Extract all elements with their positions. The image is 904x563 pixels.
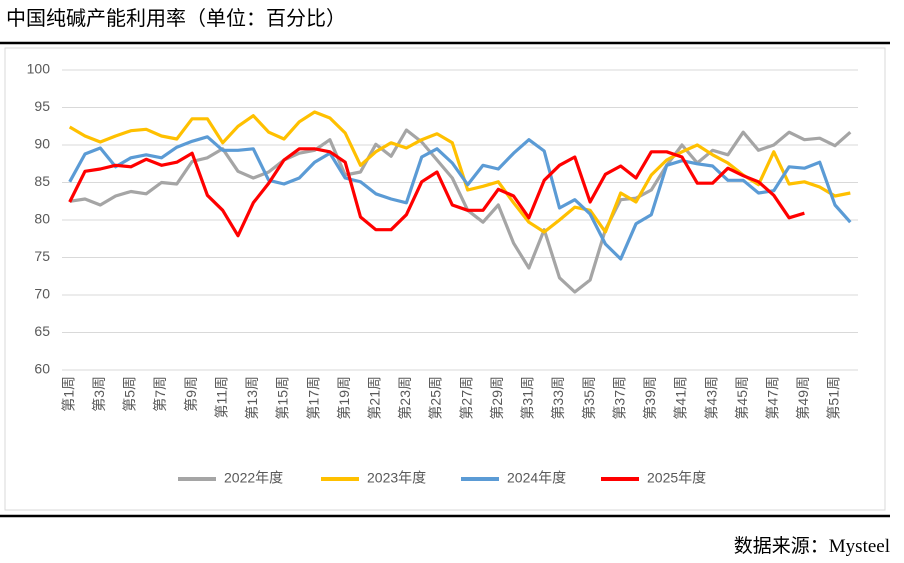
x-tick-label: 第31周 bbox=[520, 376, 536, 420]
x-tick-label: 第33周 bbox=[550, 376, 566, 420]
x-tick-label: 第51周 bbox=[826, 376, 842, 420]
series-line bbox=[68, 147, 805, 238]
x-tick-label: 第35周 bbox=[581, 376, 597, 420]
y-tick-label: 70 bbox=[34, 286, 50, 302]
series-line bbox=[69, 128, 852, 294]
legend-label: 2025年度 bbox=[647, 470, 706, 486]
x-tick-label: 第47周 bbox=[765, 376, 781, 420]
source: 数据来源：Mysteel bbox=[734, 535, 890, 557]
y-tick-label: 95 bbox=[34, 98, 50, 114]
x-tick-label: 第7周 bbox=[152, 376, 168, 412]
x-tick-label: 第45周 bbox=[734, 376, 750, 420]
x-tick-label: 第27周 bbox=[458, 376, 474, 420]
x-tick-label: 第9周 bbox=[183, 376, 199, 412]
x-tick-label: 第1周 bbox=[60, 376, 76, 412]
x-tick-label: 第19周 bbox=[336, 376, 352, 420]
legend-label: 2023年度 bbox=[367, 470, 426, 486]
y-tick-label: 65 bbox=[34, 323, 50, 339]
x-tick-label: 第41周 bbox=[673, 376, 689, 420]
x-tick-label: 第13周 bbox=[244, 376, 260, 420]
x-tick-label: 第21周 bbox=[367, 376, 383, 420]
series-line bbox=[68, 135, 852, 261]
x-tick-label: 第5周 bbox=[122, 376, 138, 412]
series-line bbox=[68, 110, 851, 234]
legend-label: 2022年度 bbox=[224, 470, 283, 486]
y-tick-label: 85 bbox=[34, 173, 50, 189]
x-tick-label: 第39周 bbox=[642, 376, 658, 420]
y-tick-label: 90 bbox=[34, 136, 50, 152]
chart-title: 中国纯碱产能利用率（单位：百分比） bbox=[6, 7, 346, 30]
y-tick-label: 60 bbox=[34, 361, 50, 377]
y-tick-label: 80 bbox=[34, 211, 50, 227]
x-tick-label: 第29周 bbox=[489, 376, 505, 420]
x-tick-label: 第23周 bbox=[397, 376, 413, 420]
x-tick-label: 第43周 bbox=[703, 376, 719, 420]
y-tick-label: 75 bbox=[34, 248, 50, 264]
legend-label: 2024年度 bbox=[507, 470, 566, 486]
x-tick-label: 第15周 bbox=[275, 376, 291, 420]
x-tick-label: 第49周 bbox=[795, 376, 811, 420]
y-tick-label: 100 bbox=[27, 61, 51, 77]
x-tick-label: 第17周 bbox=[305, 376, 321, 420]
x-tick-label: 第37周 bbox=[611, 376, 627, 420]
x-tick-label: 第11周 bbox=[213, 376, 229, 419]
x-tick-label: 第25周 bbox=[428, 376, 444, 420]
x-tick-label: 第3周 bbox=[91, 376, 107, 412]
chart-frame bbox=[4, 47, 886, 511]
